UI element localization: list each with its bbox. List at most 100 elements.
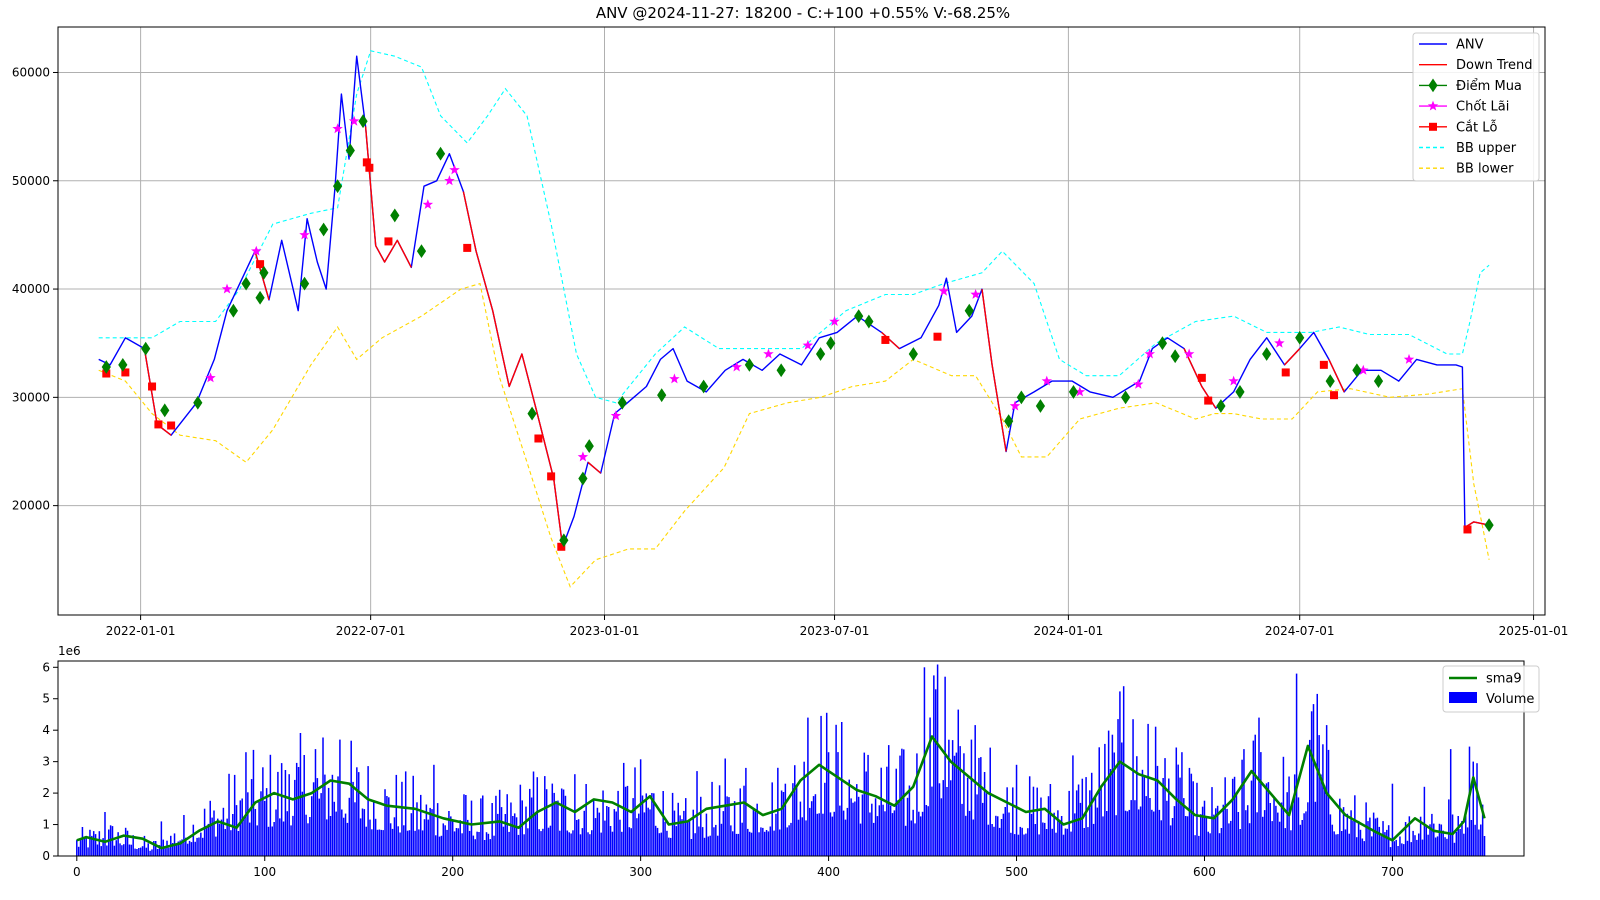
volume-bar	[690, 839, 693, 856]
volume-bar	[867, 754, 869, 856]
volume-bar	[498, 789, 501, 856]
volume-bar	[292, 815, 294, 856]
volume-bar	[258, 802, 260, 856]
volume-bar	[1087, 827, 1089, 856]
stop-loss-marker	[933, 332, 942, 341]
volume-bar	[98, 831, 101, 856]
volume-bar	[829, 812, 832, 856]
volume-bar	[1192, 781, 1194, 856]
volume-bar	[658, 833, 661, 856]
volume-bar	[179, 840, 181, 856]
volume-bar	[245, 752, 247, 856]
volume-bar	[262, 767, 264, 856]
volume-bar	[1352, 820, 1354, 856]
volume-bar	[1260, 752, 1262, 856]
volume-bar	[1083, 828, 1085, 856]
volume-bar	[572, 830, 574, 856]
volume-bar	[513, 813, 516, 856]
volume-bar	[429, 807, 431, 856]
volume-bar	[1391, 783, 1394, 856]
buy-point-marker	[358, 114, 368, 129]
volume-bar	[138, 848, 140, 856]
volume-bar	[502, 826, 505, 856]
volume-bar	[1151, 809, 1153, 856]
volume-bar	[778, 829, 781, 856]
volume-bar	[1130, 800, 1132, 856]
buy-point-marker	[699, 379, 709, 394]
volume-bar	[698, 826, 700, 856]
volume-bar	[275, 809, 277, 856]
volume-bar	[1057, 810, 1059, 856]
volume-bar	[895, 768, 897, 856]
volume-bar	[250, 779, 253, 856]
volume-bar	[1275, 805, 1277, 856]
take-profit-marker	[332, 123, 343, 134]
volume-bar	[1117, 719, 1119, 856]
volume-bar	[196, 837, 198, 856]
volume-bar	[933, 675, 935, 856]
volume-bar	[1307, 802, 1309, 856]
volume-bar	[348, 797, 351, 856]
take-profit-marker	[449, 164, 460, 175]
volume-bar	[996, 816, 999, 856]
volume-bar	[316, 778, 319, 856]
volume-bar	[752, 810, 755, 856]
buy-point-marker	[1068, 385, 1079, 399]
volume-sma-line	[76, 735, 1486, 850]
buy-point-marker	[228, 303, 238, 318]
volume-bar	[233, 774, 236, 856]
take-profit-marker	[1183, 348, 1195, 359]
volume-bar	[745, 767, 747, 856]
legend-swatch-marker	[1427, 100, 1439, 111]
volume-bar	[230, 830, 232, 856]
volume-bar	[760, 827, 762, 856]
volume-bar	[237, 831, 240, 856]
volume-bar	[489, 839, 492, 856]
volume-bar	[220, 819, 223, 856]
volume-bar	[562, 789, 565, 856]
buy-point-marker	[864, 314, 874, 329]
volume-bar	[431, 809, 433, 856]
volume-bar	[356, 767, 358, 856]
volume-bar	[435, 835, 437, 856]
volume-bar	[288, 774, 290, 856]
volume-bar	[198, 837, 200, 856]
volume-bar	[438, 836, 441, 856]
volume-bar	[363, 809, 366, 856]
volume-bar	[568, 832, 570, 856]
volume-bar	[403, 825, 405, 856]
volume-bar	[277, 771, 279, 856]
volume-bar	[711, 781, 713, 856]
volume-bar	[966, 777, 969, 856]
volume-bar	[547, 827, 550, 856]
volume-bar	[647, 807, 649, 856]
volume-bar	[1431, 813, 1433, 856]
bb-upper-line	[98, 50, 1490, 404]
volume-bar	[1075, 790, 1078, 856]
volume-bar	[504, 814, 507, 856]
volume-bar	[1111, 734, 1114, 856]
stop-loss-marker	[365, 163, 374, 172]
volume-bar	[436, 803, 439, 856]
volume-bar	[921, 811, 924, 856]
volume-bar	[357, 772, 360, 856]
buy-point-marker	[1216, 399, 1226, 413]
volume-bar	[380, 829, 383, 856]
volume-bar	[1271, 821, 1273, 856]
volume-bar	[683, 810, 685, 856]
volume-bar	[575, 820, 578, 856]
volume-bar	[1230, 820, 1232, 856]
down-trend-segment	[881, 331, 900, 350]
volume-bar	[754, 811, 757, 856]
volume-bar	[835, 724, 837, 856]
volume-bar	[713, 827, 715, 856]
volume-bar	[799, 801, 802, 856]
volume-bar	[139, 847, 142, 856]
volume-x-tick-label: 600	[1193, 865, 1216, 879]
volume-bar	[1474, 824, 1476, 856]
volume-bar	[102, 838, 104, 856]
volume-bar	[846, 807, 849, 856]
volume-bar	[758, 832, 760, 856]
volume-bar	[1459, 829, 1461, 856]
